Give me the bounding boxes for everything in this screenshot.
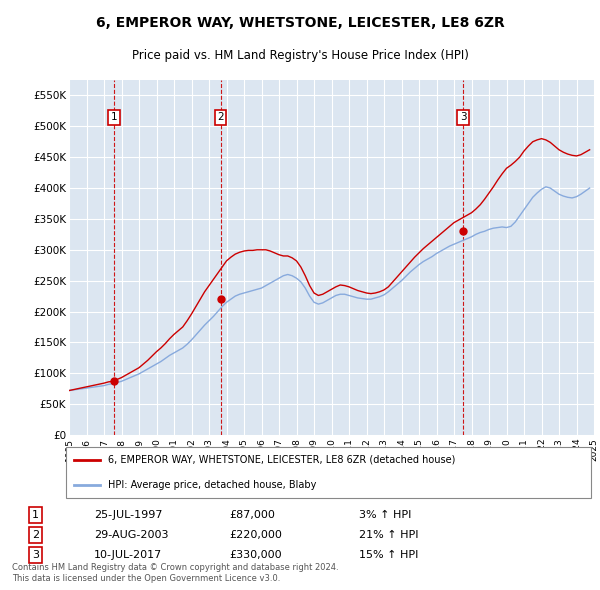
Text: 25-JUL-1997: 25-JUL-1997 [94, 510, 163, 520]
Text: £220,000: £220,000 [229, 530, 283, 540]
Text: Contains HM Land Registry data © Crown copyright and database right 2024.
This d: Contains HM Land Registry data © Crown c… [12, 563, 338, 583]
Text: 6, EMPEROR WAY, WHETSTONE, LEICESTER, LE8 6ZR: 6, EMPEROR WAY, WHETSTONE, LEICESTER, LE… [95, 15, 505, 30]
Text: 21% ↑ HPI: 21% ↑ HPI [359, 530, 418, 540]
Text: 6, EMPEROR WAY, WHETSTONE, LEICESTER, LE8 6ZR (detached house): 6, EMPEROR WAY, WHETSTONE, LEICESTER, LE… [108, 455, 455, 465]
Text: 3: 3 [460, 112, 466, 122]
Text: 3: 3 [32, 550, 39, 560]
Text: 15% ↑ HPI: 15% ↑ HPI [359, 550, 418, 560]
Text: 3% ↑ HPI: 3% ↑ HPI [359, 510, 411, 520]
FancyBboxPatch shape [65, 447, 592, 498]
Text: £87,000: £87,000 [229, 510, 275, 520]
Text: HPI: Average price, detached house, Blaby: HPI: Average price, detached house, Blab… [108, 480, 317, 490]
Text: 2: 2 [32, 530, 39, 540]
Text: 10-JUL-2017: 10-JUL-2017 [94, 550, 163, 560]
Text: 1: 1 [110, 112, 117, 122]
Text: Price paid vs. HM Land Registry's House Price Index (HPI): Price paid vs. HM Land Registry's House … [131, 50, 469, 63]
Text: 2: 2 [217, 112, 224, 122]
Text: 29-AUG-2003: 29-AUG-2003 [94, 530, 169, 540]
Text: £330,000: £330,000 [229, 550, 282, 560]
Text: 1: 1 [32, 510, 39, 520]
